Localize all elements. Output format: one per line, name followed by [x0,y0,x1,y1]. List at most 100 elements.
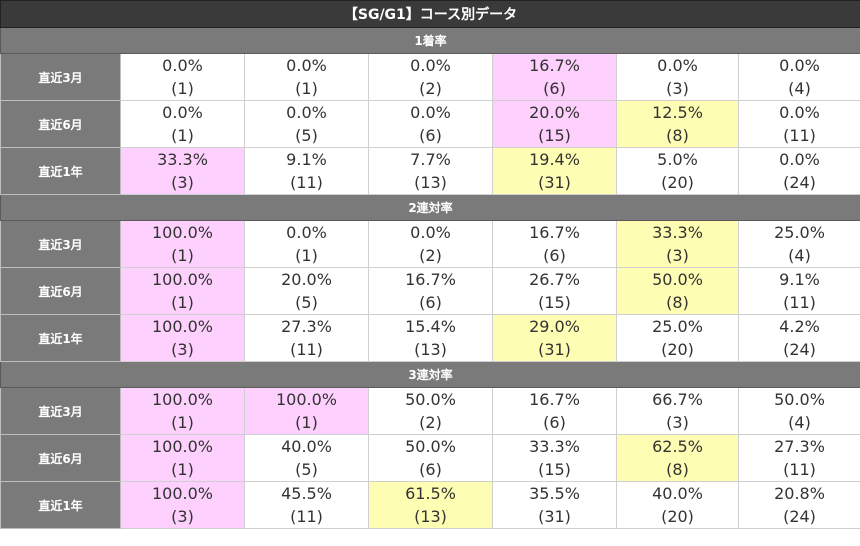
race-count: (11) [783,126,816,145]
rate-value: 0.0% [779,56,820,75]
rate-value: 0.0% [286,56,327,75]
rate-value: 16.7% [529,223,580,242]
stat-cell: 0.0% (1) [244,220,369,268]
race-count: (6) [543,413,566,432]
stat-cell: 35.5% (31) [492,481,617,529]
rate-value: 100.0% [151,437,213,456]
period-label: 直近3月 [0,53,121,101]
table-row: 直近1年 100.0% (3) 27.3% (11) 15.4% (13) 29.0% (31)… [0,314,860,362]
race-count: (15) [538,460,571,479]
stat-cell: 29.0% (31) [492,314,617,362]
stat-cell: 50.0% (8) [616,267,739,315]
stat-cell: 100.0% (3) [120,314,245,362]
table-body: 【SG/G1】コース別データ 1着率 直近3月 0.0% (1) 0.0% (1) 0.0%… [0,0,860,529]
stat-cell: 50.0% (2) [368,387,493,435]
rate-value: 40.0% [652,484,703,503]
period-label: 直近6月 [0,100,121,148]
page-title: 【SG/G1】コース別データ [0,0,860,28]
race-count: (13) [414,173,447,192]
table-row: 直近3月 100.0% (1) 0.0% (1) 0.0% (2) 16.7% (6) 33.3%… [0,220,860,268]
rate-value: 0.0% [410,103,451,122]
race-count: (24) [783,173,816,192]
stat-cell: 0.0% (24) [738,147,860,195]
period-label: 直近1年 [0,481,121,529]
rate-value: 5.0% [657,150,698,169]
race-count: (1) [171,126,194,145]
stat-cell: 100.0% (1) [120,220,245,268]
stat-cell: 66.7% (3) [616,387,739,435]
race-count: (13) [414,507,447,526]
race-count: (31) [538,340,571,359]
rate-value: 25.0% [652,317,703,336]
rate-value: 33.3% [529,437,580,456]
rate-value: 33.3% [652,223,703,242]
stat-cell: 16.7% (6) [492,387,617,435]
race-count: (8) [666,293,689,312]
stat-cell: 9.1% (11) [244,147,369,195]
race-count: (15) [538,126,571,145]
period-label: 直近6月 [0,434,121,482]
race-count: (4) [788,246,811,265]
rate-value: 15.4% [405,317,456,336]
stat-cell: 5.0% (20) [616,147,739,195]
race-count: (20) [661,340,694,359]
race-count: (1) [171,460,194,479]
stat-cell: 0.0% (2) [368,220,493,268]
race-count: (1) [295,246,318,265]
stat-cell: 0.0% (5) [244,100,369,148]
rate-value: 100.0% [151,223,213,242]
race-count: (3) [666,413,689,432]
rate-value: 16.7% [529,390,580,409]
rate-value: 9.1% [779,270,820,289]
rate-value: 9.1% [286,150,327,169]
race-count: (1) [171,246,194,265]
stat-cell: 50.0% (4) [738,387,860,435]
stat-cell: 40.0% (20) [616,481,739,529]
rate-value: 25.0% [774,223,825,242]
period-label: 直近1年 [0,314,121,362]
rate-value: 0.0% [657,56,698,75]
stat-cell: 0.0% (1) [120,53,245,101]
stat-cell: 100.0% (3) [120,481,245,529]
race-count: (5) [295,460,318,479]
race-count: (20) [661,507,694,526]
rate-value: 50.0% [774,390,825,409]
table-row: 直近6月 100.0% (1) 40.0% (5) 50.0% (6) 33.3% (15) 62… [0,434,860,482]
rate-value: 100.0% [275,390,337,409]
race-count: (3) [666,79,689,98]
rate-value: 7.7% [410,150,451,169]
race-count: (24) [783,340,816,359]
stat-cell: 26.7% (15) [492,267,617,315]
race-count: (2) [419,413,442,432]
stat-cell: 15.4% (13) [368,314,493,362]
section-title: 3連対率 [0,361,860,388]
rate-value: 0.0% [162,56,203,75]
rate-value: 20.8% [774,484,825,503]
table-row: 直近6月 0.0% (1) 0.0% (5) 0.0% (6) 20.0% (15) 12.5% (… [0,100,860,148]
stat-cell: 25.0% (20) [616,314,739,362]
stat-cell: 20.0% (5) [244,267,369,315]
rate-value: 50.0% [405,390,456,409]
race-count: (6) [543,79,566,98]
race-count: (1) [295,413,318,432]
race-count: (8) [666,126,689,145]
rate-value: 27.3% [281,317,332,336]
rate-value: 35.5% [529,484,580,503]
rate-value: 19.4% [529,150,580,169]
rate-value: 100.0% [151,390,213,409]
race-count: (20) [661,173,694,192]
race-count: (2) [419,79,442,98]
stat-cell: 0.0% (4) [738,53,860,101]
race-count: (11) [290,173,323,192]
race-count: (13) [414,340,447,359]
stat-cell: 50.0% (6) [368,434,493,482]
race-count: (11) [783,460,816,479]
rate-value: 29.0% [529,317,580,336]
rate-value: 0.0% [286,103,327,122]
rate-value: 20.0% [281,270,332,289]
stat-cell: 27.3% (11) [244,314,369,362]
rate-value: 26.7% [529,270,580,289]
stat-cell: 7.7% (13) [368,147,493,195]
section-header-row: 2連対率 [0,194,860,221]
period-label: 直近6月 [0,267,121,315]
